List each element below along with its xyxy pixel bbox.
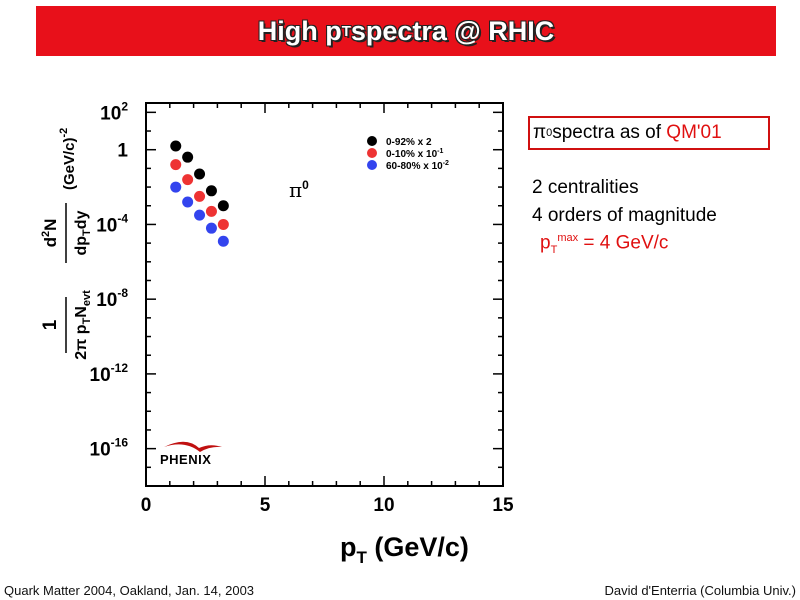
legend-label: 0-92% x 2 <box>386 137 432 148</box>
y-label-units: (GeV/c)-2 <box>58 128 78 190</box>
note-ptmax-value: = 4 GeV/c <box>578 232 669 254</box>
slide-title-rest: spectra @ RHIC <box>350 15 555 46</box>
data-point <box>170 159 182 171</box>
data-point <box>205 205 217 217</box>
info-box-text: spectra as of <box>552 122 662 143</box>
phenix-logo-text: PHENIX <box>160 452 211 467</box>
data-point <box>182 196 194 208</box>
legend-marker <box>367 160 377 170</box>
slide-title-main: High p <box>257 15 342 46</box>
y-tick-label: 1 <box>117 141 128 162</box>
note-ptmax: pTmax = 4 GeV/c <box>540 232 668 256</box>
data-point <box>194 209 206 221</box>
info-box-symbol-sup: 0 <box>546 127 553 139</box>
data-point <box>182 174 194 186</box>
phenix-logo-wing <box>164 441 222 452</box>
plot-frame <box>145 102 504 487</box>
note-centralities: 2 centralities <box>532 177 639 198</box>
y-tick-label: 10-16 <box>90 436 129 461</box>
pi0-annotation: π0 <box>289 178 309 202</box>
data-point <box>205 185 217 197</box>
info-box-highlight: QM'01 <box>666 122 722 143</box>
x-tick-label: 10 <box>373 495 394 516</box>
data-point <box>194 168 206 180</box>
legend-marker <box>367 148 377 158</box>
phenix-logo: PHENIX <box>160 441 222 467</box>
y-tick-label: 10-12 <box>90 361 129 386</box>
data-point <box>170 140 182 152</box>
note-magnitude: 4 orders of magnitude <box>532 205 717 226</box>
y-label-denominator-2: dpTdy <box>73 210 93 255</box>
data-point <box>217 200 229 212</box>
data-point <box>217 235 229 247</box>
y-tick-label: 10-4 <box>96 211 128 236</box>
footer-author: David d'Enterria (Columbia Univ.) <box>604 583 796 598</box>
y-label-numerator-1: 1 <box>40 319 61 330</box>
y-label-numerator-2: d2N <box>40 219 60 248</box>
data-point <box>182 151 194 163</box>
legend-label: 0-10% x 10-1 <box>386 148 443 160</box>
note-ptmax-p: p <box>540 232 551 254</box>
y-tick-label: 102 <box>100 99 128 124</box>
legend-label: 60-80% x 10-2 <box>386 160 449 172</box>
y-axis-label: 1 2π pTNevt d2N dpTdy (GeV/c)-2 <box>40 128 93 360</box>
footer-conference: Quark Matter 2004, Oakland, Jan. 14, 200… <box>4 583 255 598</box>
info-box-symbol: π <box>533 122 547 143</box>
y-label-denominator-1: 2π pTNevt <box>73 290 93 360</box>
data-point <box>194 190 206 202</box>
x-axis-label: pT (GeV/c) <box>340 532 469 567</box>
data-point <box>170 181 182 193</box>
legend-marker <box>367 136 377 146</box>
note-ptmax-sub: T <box>550 244 558 257</box>
x-tick-label: 5 <box>260 495 271 516</box>
data-point <box>205 222 217 234</box>
x-tick-label: 15 <box>492 495 514 516</box>
slide-title-subscript: T <box>341 22 351 40</box>
x-tick-label: 0 <box>141 495 152 516</box>
note-ptmax-sup: max <box>557 232 579 244</box>
y-tick-label: 10-8 <box>96 286 128 311</box>
data-point <box>217 218 229 230</box>
